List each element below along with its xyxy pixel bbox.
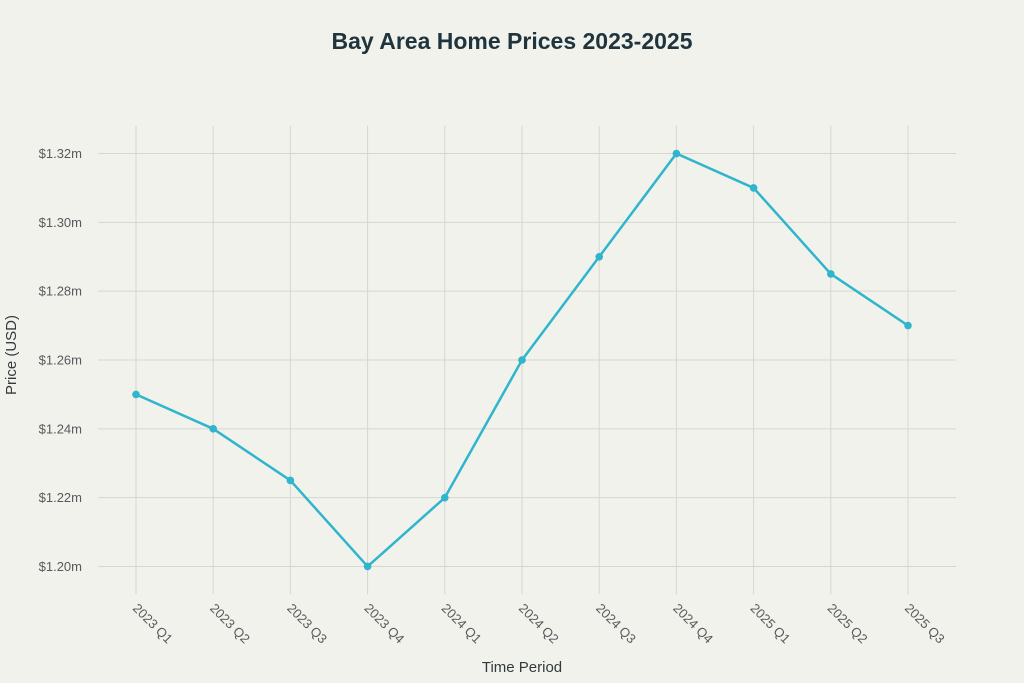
x-axis-title: Time Period: [482, 659, 562, 676]
y-tick-label: $1.32m: [39, 146, 82, 161]
axis-layer: $1.20m $1.22m $1.24m $1.26m $1.28m $1.30m $1.3…: [3, 146, 948, 676]
y-tick-label: $1.20m: [39, 559, 82, 574]
y-tick-label: $1.22m: [39, 490, 82, 505]
x-tick-label: 2023 Q1: [130, 601, 176, 647]
data-point[interactable]: [672, 149, 681, 158]
y-tick-label: $1.24m: [39, 421, 82, 436]
y-axis-title: Price (USD): [3, 315, 20, 395]
y-tick-label: $1.26m: [39, 353, 82, 368]
data-point[interactable]: [363, 562, 372, 571]
y-tick-label: $1.28m: [39, 284, 82, 299]
x-tick-label: 2023 Q4: [361, 601, 407, 647]
series-layer: [132, 149, 912, 571]
x-tick-label: 2025 Q3: [902, 601, 948, 647]
data-point[interactable]: [286, 476, 295, 485]
data-point[interactable]: [441, 493, 449, 502]
x-tick-label: 2024 Q2: [516, 601, 562, 647]
data-point[interactable]: [595, 252, 603, 261]
x-tick-label: 2025 Q2: [825, 601, 871, 647]
data-point[interactable]: [209, 425, 217, 433]
x-tick-label: 2024 Q3: [593, 601, 639, 647]
grid-layer: [98, 126, 956, 594]
y-tick-label: $1.30m: [39, 215, 82, 230]
data-point[interactable]: [827, 270, 835, 278]
data-point[interactable]: [904, 321, 912, 330]
x-tick-label: 2023 Q2: [207, 601, 253, 647]
x-tick-label: 2025 Q1: [747, 601, 793, 647]
x-tick-label: 2023 Q3: [284, 601, 330, 647]
x-tick-label: 2024 Q4: [670, 601, 716, 647]
data-point[interactable]: [132, 390, 140, 399]
data-point[interactable]: [749, 184, 758, 192]
data-point[interactable]: [518, 356, 526, 364]
x-tick-label: 2024 Q1: [439, 601, 485, 647]
chart-title: Bay Area Home Prices 2023-2025: [331, 28, 693, 54]
